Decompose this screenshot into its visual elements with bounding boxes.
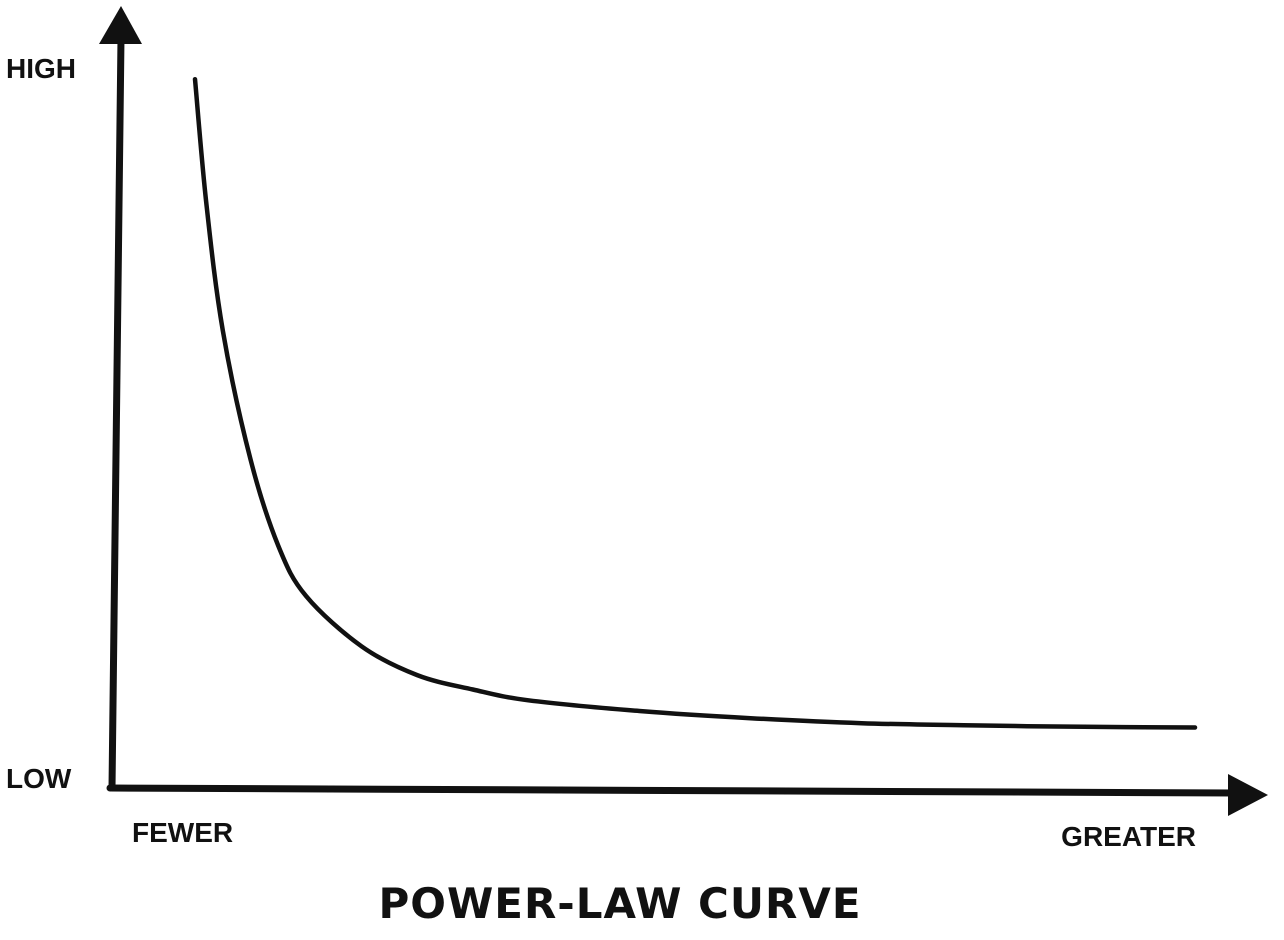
y-axis-arrow-icon [99,6,142,44]
x-axis-fewer-label: FEWER [132,817,233,848]
power-law-curve [192,76,1198,730]
y-axis-low-label: LOW [6,763,72,794]
y-axis-high-label: HIGH [6,53,76,84]
x-axis-line [106,784,1240,797]
y-axis-line [108,34,125,792]
chart-title: POWER-LAW CURVE [378,879,861,928]
x-axis-arrow-icon [1228,774,1268,816]
x-axis-greater-label: GREATER [1061,821,1196,852]
